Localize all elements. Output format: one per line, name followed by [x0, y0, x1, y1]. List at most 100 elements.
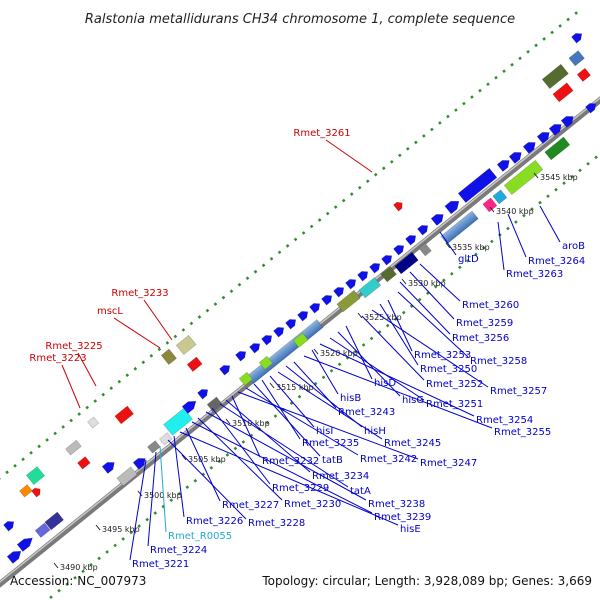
- ring-dot: [574, 11, 579, 15]
- gene-feature: [503, 159, 544, 196]
- gene-feature: [394, 251, 419, 275]
- gene-feature: [101, 462, 115, 474]
- gene-feature: [114, 405, 134, 425]
- ring-dot: [361, 343, 366, 347]
- ring-dot: [562, 181, 566, 186]
- gene-label: Rmet_3235: [302, 438, 359, 449]
- gene-label: Rmet_3251: [426, 399, 483, 410]
- gene-feature: [206, 396, 223, 412]
- leader-line: [245, 387, 359, 456]
- ring-dot: [229, 289, 234, 293]
- leader-line: [361, 315, 425, 381]
- gene-feature: [444, 200, 460, 215]
- leader-line: [539, 205, 561, 243]
- ring-dot: [341, 198, 346, 203]
- leader-line: [329, 337, 425, 401]
- gene-feature: [560, 116, 574, 128]
- leader-line: [325, 139, 373, 173]
- gene-label: Rmet_3224: [150, 545, 207, 556]
- leader-line: [507, 213, 527, 258]
- gene-feature: [186, 356, 203, 372]
- ring-dot: [253, 269, 258, 274]
- gene-feature: [16, 537, 33, 552]
- ring-dot: [518, 56, 522, 61]
- gene-label: Rmet_3227: [222, 500, 279, 511]
- tick-label: 3495 kbp: [102, 525, 140, 534]
- tick-label: 3535 kbp: [452, 243, 490, 252]
- ring-dot: [21, 457, 25, 462]
- outer-dotted-ring: [0, 11, 579, 480]
- leader-line: [497, 221, 505, 271]
- ring-dot: [153, 511, 158, 515]
- ring-dot: [77, 412, 82, 416]
- ring-dot: [173, 334, 178, 339]
- leader-line: [345, 325, 373, 380]
- ring-dot: [389, 159, 394, 164]
- gene-feature: [219, 365, 231, 376]
- ring-dot: [177, 491, 182, 496]
- ring-dot: [385, 323, 390, 328]
- gene-label: Rmet_3233: [111, 288, 168, 299]
- gene-feature: [418, 242, 432, 257]
- gene-feature: [6, 550, 22, 564]
- ring-dot: [349, 192, 354, 196]
- gene-feature: [536, 132, 550, 144]
- ring-dot: [289, 401, 294, 405]
- ring-dot: [441, 278, 446, 283]
- gene-feature: [380, 266, 397, 283]
- leader-line: [379, 303, 419, 366]
- gene-feature: [381, 255, 393, 266]
- ring-dot: [213, 302, 218, 306]
- tick-label: 3530 kbp: [408, 279, 446, 288]
- gene-label: Rmet_3254: [476, 415, 533, 426]
- ring-dot: [169, 498, 174, 502]
- gene-label: hisB: [340, 393, 361, 404]
- ring-dot: [181, 328, 186, 332]
- ring-dot: [29, 451, 33, 455]
- inner-dotted-ring: [49, 155, 598, 600]
- tick-label: 3515 kbp: [276, 383, 314, 392]
- ring-dot: [233, 446, 238, 451]
- ring-dot: [486, 82, 490, 86]
- gene-feature: [31, 487, 41, 498]
- ring-dot: [97, 556, 101, 561]
- ring-dot: [430, 127, 434, 132]
- gene-labels: Rmet_3261 Rmet_3233 mscL Rmet_3225Rmet_3223…: [29, 128, 585, 570]
- ring-dot: [117, 379, 122, 384]
- tick-mark: [313, 348, 319, 355]
- gene-feature: [333, 287, 345, 298]
- ring-dot: [81, 569, 85, 574]
- ring-dot: [510, 62, 514, 67]
- ring-dot: [337, 362, 342, 367]
- ring-dot: [466, 259, 470, 263]
- ring-dot: [141, 360, 146, 365]
- ring-dot: [482, 246, 486, 250]
- gene-label: tatB: [322, 455, 343, 466]
- tick-label: 3500 kbp: [144, 491, 182, 500]
- leader-line: [147, 451, 157, 547]
- gene-feature: [25, 466, 46, 486]
- ring-dot: [269, 256, 274, 261]
- leader-line: [387, 299, 413, 352]
- ring-dot: [526, 49, 530, 54]
- gene-feature: [238, 371, 253, 386]
- leader-line: [167, 439, 247, 520]
- ring-dot: [129, 530, 133, 535]
- ring-dot: [113, 543, 117, 548]
- gene-label: Rmet_3263: [506, 269, 563, 280]
- ring-dot: [57, 588, 61, 593]
- ring-dot: [538, 200, 542, 205]
- gene-label: Rmet_3260: [462, 300, 519, 311]
- gene-feature: [417, 225, 429, 236]
- ring-dot: [550, 30, 554, 35]
- gene-label: Rmet_3259: [456, 318, 513, 329]
- gene-feature: [496, 160, 510, 172]
- tick-mark: [181, 454, 187, 461]
- leader-line: [253, 383, 321, 457]
- gene-label: Rmet_R0055: [168, 531, 232, 542]
- gene-feature: [393, 201, 403, 212]
- tick-mark: [401, 278, 407, 285]
- gene-label: hisI: [316, 426, 333, 437]
- gene-label: Rmet_3255: [494, 427, 551, 438]
- ring-dot: [490, 239, 494, 244]
